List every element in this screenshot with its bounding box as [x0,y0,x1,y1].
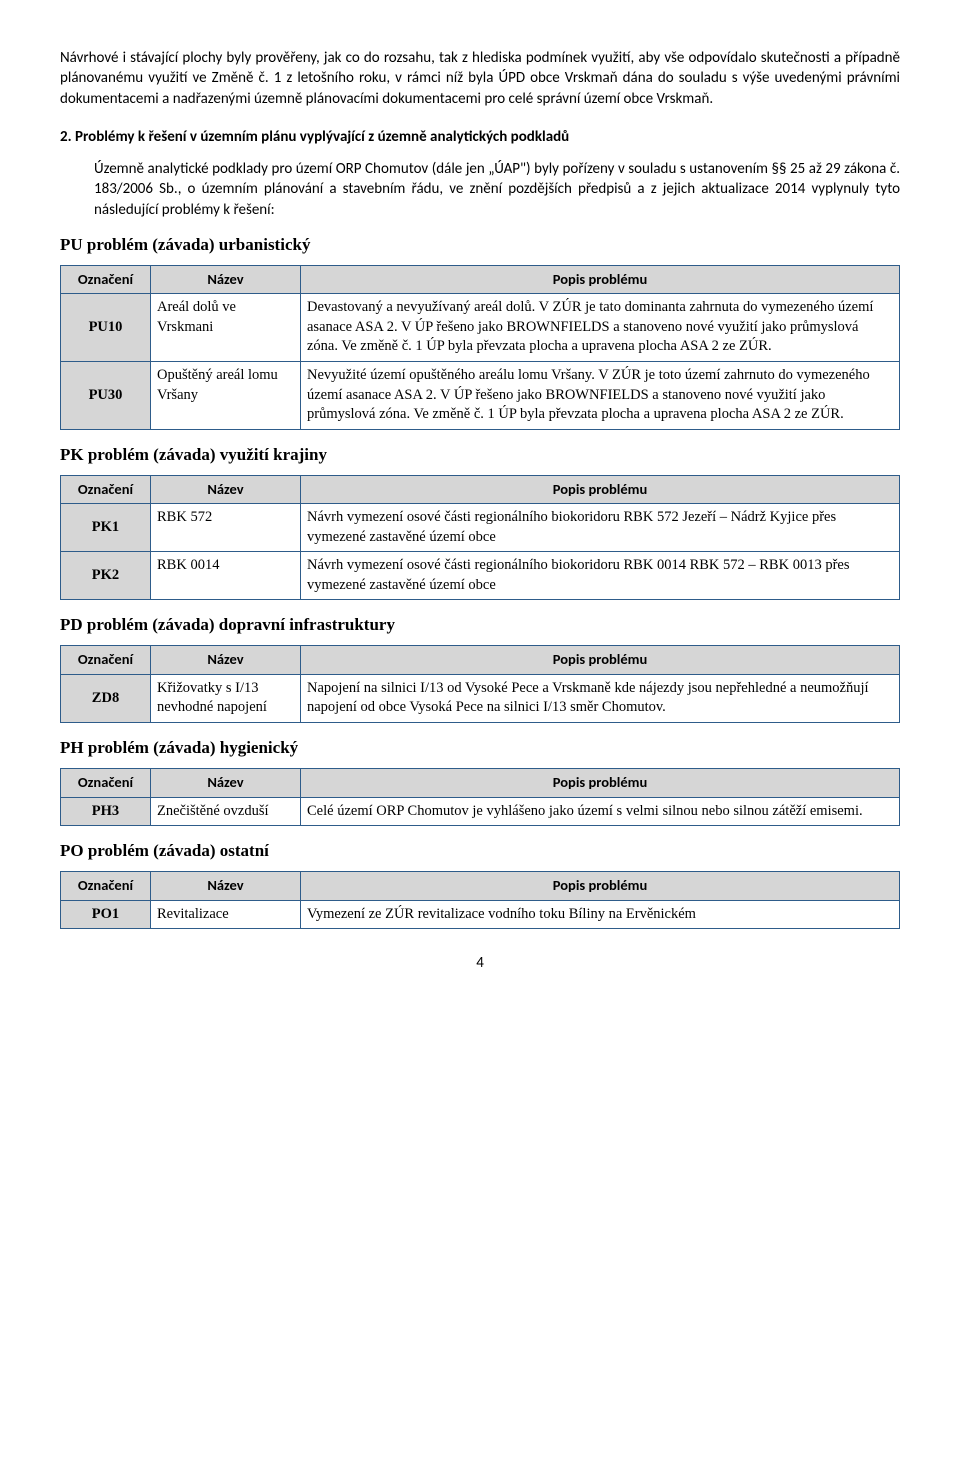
col-popis: Popis problému [301,646,900,675]
section-2-heading: 2. Problémy k řešení v územním plánu vyp… [60,127,900,147]
table-header-row: Označení Název Popis problému [61,872,900,901]
col-nazev: Název [151,475,301,504]
pd-title: PD problém (závada) dopravní infrastrukt… [60,614,900,637]
table-header-row: Označení Název Popis problému [61,265,900,294]
cell-name: Opuštěný areál lomu Vršany [151,361,301,429]
cell-name: Areál dolů ve Vrskmani [151,294,301,362]
col-nazev: Název [151,265,301,294]
cell-code: PU30 [61,361,151,429]
pd-table: Označení Název Popis problému ZD8 Křižov… [60,645,900,723]
col-nazev: Název [151,646,301,675]
table-row: PO1 Revitalizace Vymezení ze ZÚR revital… [61,900,900,929]
cell-desc: Celé území ORP Chomutov je vyhlášeno jak… [301,797,900,826]
table-header-row: Označení Název Popis problému [61,475,900,504]
col-oznaceni: Označení [61,768,151,797]
cell-desc: Devastovaný a nevyužívaný areál dolů. V … [301,294,900,362]
cell-code: PK1 [61,504,151,552]
table-header-row: Označení Název Popis problému [61,646,900,675]
col-popis: Popis problému [301,265,900,294]
ph-table: Označení Název Popis problému PH3 Znečiš… [60,768,900,826]
table-row: PH3 Znečištěné ovzduší Celé území ORP Ch… [61,797,900,826]
cell-desc: Napojení na silnici I/13 od Vysoké Pece … [301,674,900,722]
cell-name: Revitalizace [151,900,301,929]
cell-code: ZD8 [61,674,151,722]
table-row: PU30 Opuštěný areál lomu Vršany Nevyužit… [61,361,900,429]
pu-title: PU problém (závada) urbanistický [60,234,900,257]
cell-desc: Vymezení ze ZÚR revitalizace vodního tok… [301,900,900,929]
col-nazev: Název [151,872,301,901]
cell-name: Znečištěné ovzduší [151,797,301,826]
po-title: PO problém (závada) ostatní [60,840,900,863]
table-row: PK2 RBK 0014 Návrh vymezení osové části … [61,552,900,600]
col-nazev: Název [151,768,301,797]
cell-code: PU10 [61,294,151,362]
col-oznaceni: Označení [61,646,151,675]
cell-code: PO1 [61,900,151,929]
cell-name: Křižovatky s I/13 nevhodné napojení [151,674,301,722]
col-oznaceni: Označení [61,872,151,901]
page-number: 4 [60,953,900,973]
cell-code: PH3 [61,797,151,826]
col-popis: Popis problému [301,475,900,504]
table-row: ZD8 Křižovatky s I/13 nevhodné napojení … [61,674,900,722]
col-popis: Popis problému [301,872,900,901]
section-2-body: Územně analytické podklady pro území ORP… [60,159,900,220]
col-oznaceni: Označení [61,265,151,294]
table-row: PU10 Areál dolů ve Vrskmani Devastovaný … [61,294,900,362]
col-popis: Popis problému [301,768,900,797]
pk-table: Označení Název Popis problému PK1 RBK 57… [60,475,900,601]
cell-name: RBK 0014 [151,552,301,600]
cell-code: PK2 [61,552,151,600]
table-row: PK1 RBK 572 Návrh vymezení osové části r… [61,504,900,552]
cell-desc: Návrh vymezení osové části regionálního … [301,552,900,600]
table-header-row: Označení Název Popis problému [61,768,900,797]
pu-table: Označení Název Popis problému PU10 Areál… [60,265,900,430]
intro-paragraph: Návrhové i stávající plochy byly prověře… [60,48,900,109]
cell-name: RBK 572 [151,504,301,552]
ph-title: PH problém (závada) hygienický [60,737,900,760]
po-table: Označení Název Popis problému PO1 Revita… [60,871,900,929]
col-oznaceni: Označení [61,475,151,504]
cell-desc: Návrh vymezení osové části regionálního … [301,504,900,552]
cell-desc: Nevyužité území opuštěného areálu lomu V… [301,361,900,429]
pk-title: PK problém (závada) využití krajiny [60,444,900,467]
